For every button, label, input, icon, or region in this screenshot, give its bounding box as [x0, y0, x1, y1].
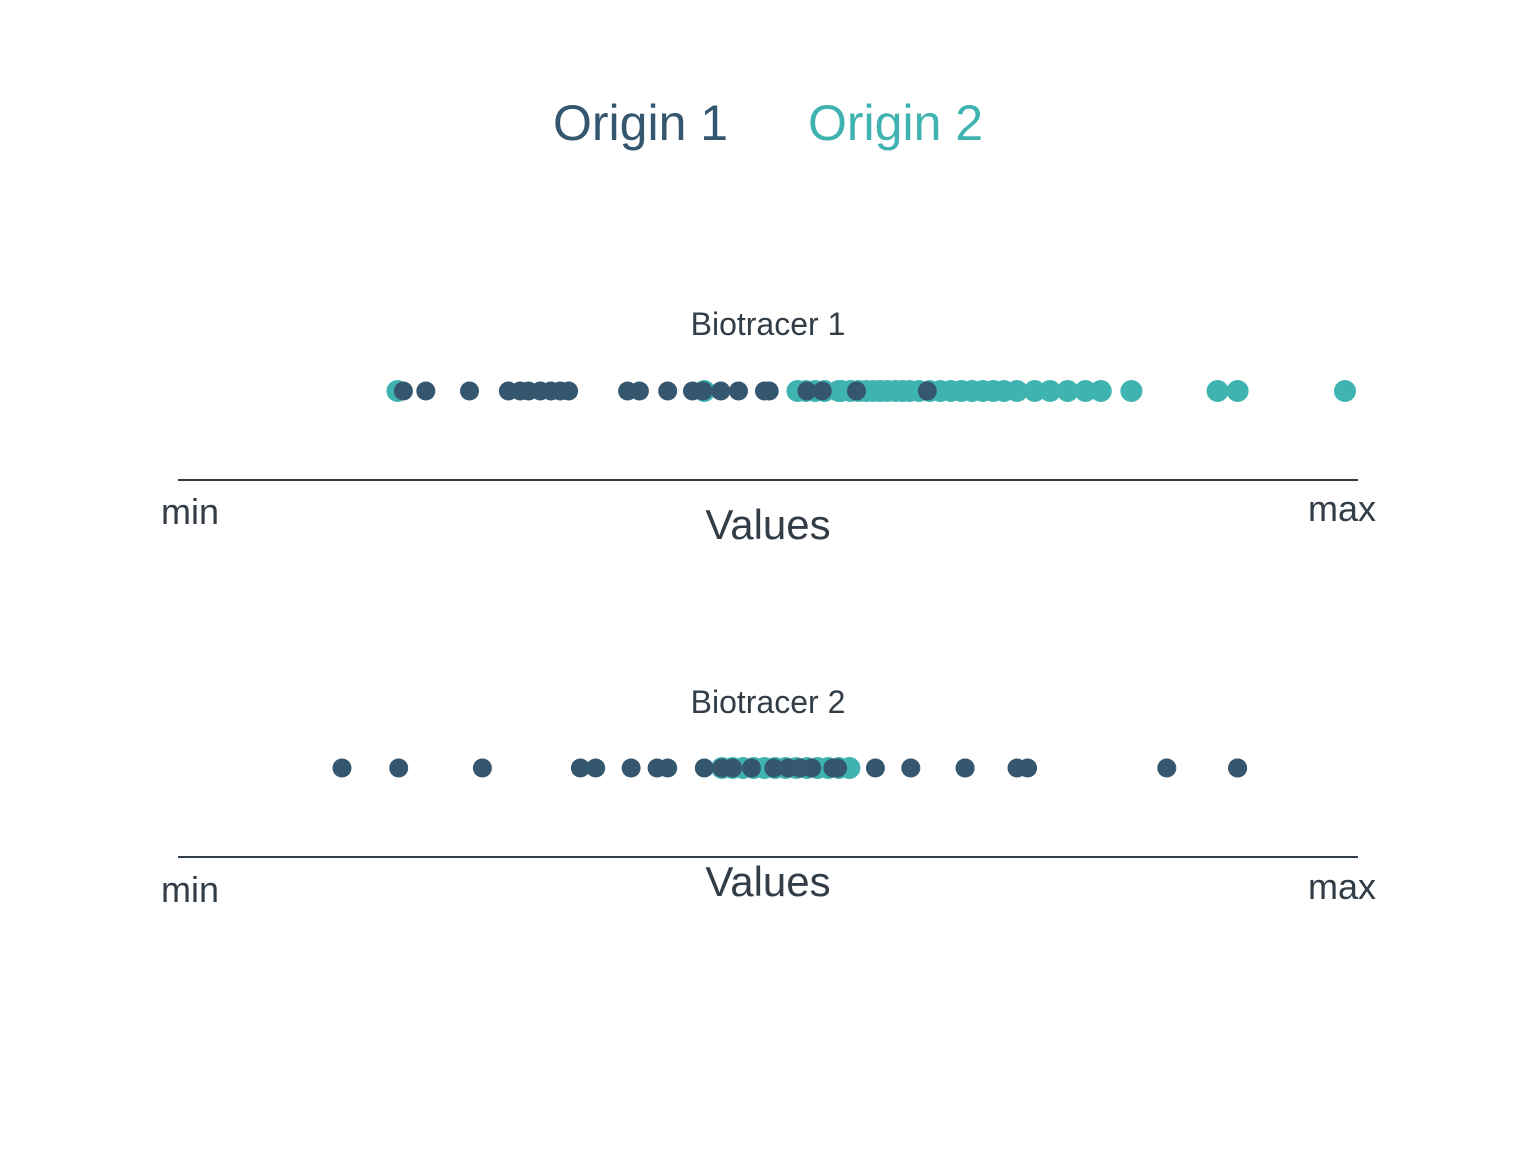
- x-axis-label-biotracer-1: Values: [705, 501, 830, 548]
- point-origin-1-2-4: [586, 758, 606, 778]
- x-axis-label-biotracer-2: Values: [705, 858, 830, 905]
- point-origin-1-2-23: [1018, 758, 1038, 778]
- point-origin-2-1-34: [1226, 380, 1249, 402]
- point-origin-1-1-22: [917, 381, 937, 401]
- points-biotracer-1: [386, 380, 1356, 402]
- panel-title-biotracer-1: Biotracer 1: [691, 306, 846, 342]
- point-origin-1-2-17: [828, 758, 848, 778]
- min-label-biotracer-1: min: [161, 491, 219, 532]
- point-origin-1-1-11: [629, 381, 649, 401]
- max-label-biotracer-2: max: [1308, 866, 1376, 907]
- panel-title-biotracer-2: Biotracer 2: [691, 684, 846, 720]
- point-origin-1-1-19: [797, 381, 817, 401]
- min-label-biotracer-2: min: [161, 869, 219, 910]
- point-origin-1-1-12: [658, 381, 678, 401]
- point-origin-1-1-16: [729, 381, 748, 401]
- point-origin-1-2-8: [694, 758, 714, 778]
- point-origin-1-2-24: [1157, 758, 1177, 778]
- panel-biotracer-1: Biotracer 1 min max Values: [161, 306, 1376, 548]
- points-biotracer-2: [332, 757, 1248, 779]
- point-origin-1-2-18: [865, 758, 885, 778]
- point-origin-2-1-35: [1334, 380, 1356, 402]
- point-origin-1-2-21: [955, 758, 975, 778]
- point-origin-1-2-3: [570, 758, 590, 778]
- point-origin-1-2-11: [742, 758, 761, 778]
- point-origin-2-1-27: [1023, 380, 1046, 402]
- point-origin-1-1-20: [812, 381, 832, 401]
- point-origin-1-1-1: [416, 381, 436, 401]
- legend-origin-1: Origin 1: [553, 95, 728, 151]
- max-label-biotracer-1: max: [1308, 488, 1376, 529]
- point-origin-1-1-21: [847, 381, 866, 401]
- panel-biotracer-2: Biotracer 2 min max Values: [161, 684, 1376, 910]
- point-origin-1-1-15: [711, 381, 731, 401]
- point-origin-2-1-31: [1089, 380, 1112, 402]
- point-origin-2-1-28: [1039, 380, 1061, 402]
- point-origin-1-2-0: [332, 758, 352, 778]
- point-origin-2-1-29: [1056, 380, 1079, 402]
- point-origin-2-1-32: [1120, 380, 1143, 402]
- point-origin-2-1-26: [1006, 380, 1028, 402]
- point-origin-1-2-12: [764, 758, 784, 778]
- point-origin-1-2-26: [1228, 758, 1248, 778]
- point-origin-1-1-9: [559, 381, 579, 401]
- point-origin-1-2-10: [723, 758, 743, 778]
- point-origin-2-1-30: [1074, 380, 1097, 402]
- legend-origin-2: Origin 2: [808, 95, 983, 151]
- point-origin-1-1-0: [393, 381, 413, 401]
- point-origin-1-1-18: [759, 381, 779, 401]
- point-origin-1-2-19: [901, 758, 921, 778]
- point-origin-1-2-5: [621, 758, 641, 778]
- point-origin-1-2-2: [472, 758, 492, 778]
- point-origin-1-1-2: [460, 381, 479, 401]
- point-origin-1-2-15: [802, 758, 822, 778]
- point-origin-2-1-33: [1206, 380, 1229, 402]
- legend: Origin 1 Origin 2: [553, 95, 983, 151]
- point-origin-1-2-7: [658, 758, 678, 778]
- point-origin-1-2-1: [389, 758, 409, 778]
- point-origin-1-1-14: [693, 381, 713, 401]
